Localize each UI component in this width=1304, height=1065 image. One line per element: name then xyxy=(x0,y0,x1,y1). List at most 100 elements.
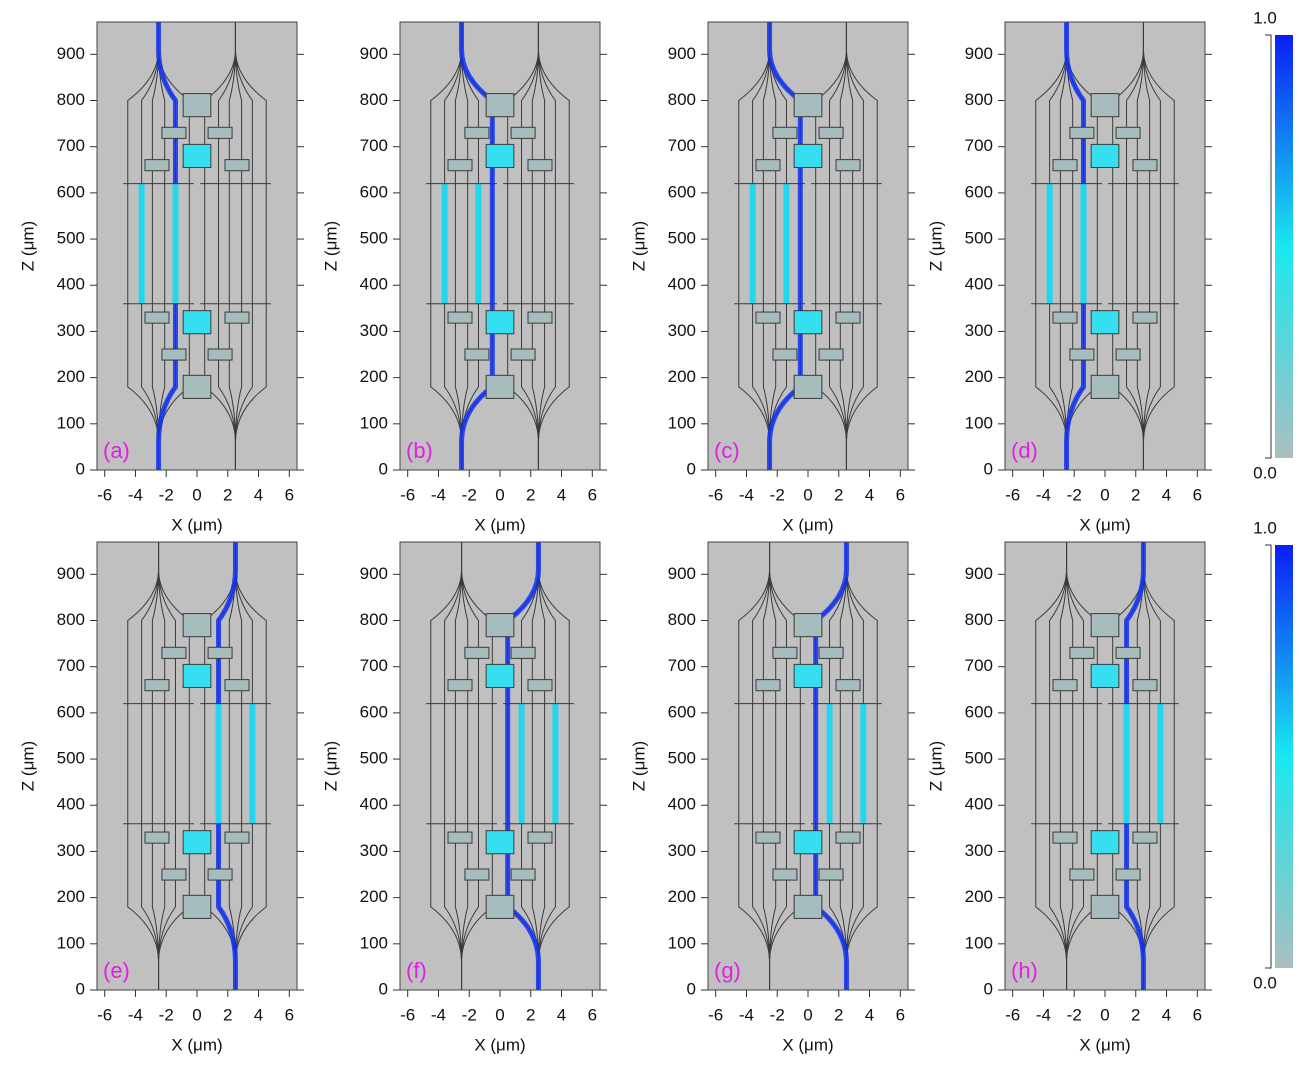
x-tick-label: 2 xyxy=(834,485,843,504)
x-tick-label: 0 xyxy=(192,1005,201,1024)
coupler xyxy=(835,159,861,172)
coupler xyxy=(510,646,536,659)
coupler xyxy=(447,831,473,844)
plot-background xyxy=(1005,542,1205,990)
waveguide-arm xyxy=(521,22,539,470)
field-arm xyxy=(860,703,867,824)
y-axis-label: Z (μm) xyxy=(926,741,945,791)
coupler xyxy=(755,831,781,844)
y-tick-label: 900 xyxy=(360,44,388,63)
coupler xyxy=(818,126,844,139)
y-tick-label: 0 xyxy=(379,979,388,998)
field-arm xyxy=(1157,703,1164,824)
mmi xyxy=(182,143,212,168)
y-tick-label: 600 xyxy=(668,182,696,201)
field-arm xyxy=(138,183,145,304)
waveguide-arm xyxy=(127,542,160,990)
coupler xyxy=(527,831,553,844)
mmi xyxy=(485,143,515,168)
mmi xyxy=(793,894,823,919)
x-tick-label: 0 xyxy=(192,485,201,504)
waveguide-arm xyxy=(430,542,463,990)
y-tick-label: 300 xyxy=(668,321,696,340)
mmi xyxy=(182,894,212,919)
waveguide-arm xyxy=(845,542,878,990)
x-axis-label: X (μm) xyxy=(474,515,525,534)
waveguide-arm xyxy=(444,542,463,990)
x-tick-label: -4 xyxy=(1036,485,1051,504)
coupler xyxy=(144,831,170,844)
colorbar-tick-label: 0.0 xyxy=(1253,973,1277,992)
y-tick-label: 200 xyxy=(57,367,85,386)
y-tick-label: 500 xyxy=(965,229,993,248)
mmi xyxy=(793,93,823,118)
mmi xyxy=(1090,830,1120,855)
y-tick-label: 600 xyxy=(57,702,85,721)
mmi xyxy=(1090,143,1120,168)
x-tick-label: 6 xyxy=(896,1005,905,1024)
coupler xyxy=(1132,159,1158,172)
coupler xyxy=(1069,348,1095,361)
y-tick-label: 900 xyxy=(668,44,696,63)
y-tick-label: 600 xyxy=(965,702,993,721)
field-arm xyxy=(249,703,256,824)
coupler xyxy=(1115,348,1141,361)
y-tick-label: 700 xyxy=(668,656,696,675)
coupler xyxy=(224,159,250,172)
y-tick-label: 900 xyxy=(965,44,993,63)
coupler xyxy=(447,679,473,692)
y-tick-label: 500 xyxy=(57,229,85,248)
mmi xyxy=(485,613,515,638)
y-axis-label: Z (μm) xyxy=(629,221,648,271)
y-tick-label: 200 xyxy=(965,887,993,906)
waveguides xyxy=(1031,22,1179,470)
mmi xyxy=(485,374,515,399)
mmi xyxy=(1090,374,1120,399)
colorbar-bracket xyxy=(1265,544,1272,969)
coupler xyxy=(818,868,844,881)
panel-label: (c) xyxy=(714,438,740,463)
x-tick-label: 6 xyxy=(285,485,294,504)
waveguide-arm xyxy=(1049,542,1068,990)
mmi xyxy=(1090,93,1120,118)
coupler xyxy=(161,868,187,881)
coupler xyxy=(1132,831,1158,844)
coupler xyxy=(755,679,781,692)
field-arm xyxy=(826,703,833,824)
waveguide-arm xyxy=(234,22,253,470)
waveguide-arm xyxy=(461,542,469,990)
waveguide-arm xyxy=(461,542,479,990)
waveguide-arm xyxy=(1035,542,1068,990)
coupler xyxy=(835,311,861,324)
x-tick-label: -6 xyxy=(97,1005,112,1024)
waveguide-arm xyxy=(738,542,771,990)
y-tick-label: 700 xyxy=(57,136,85,155)
waveguide-arm xyxy=(762,542,771,990)
x-tick-label: -4 xyxy=(739,1005,754,1024)
y-tick-label: 0 xyxy=(687,979,696,998)
y-tick-label: 900 xyxy=(57,44,85,63)
x-tick-label: -2 xyxy=(1067,485,1082,504)
coupler xyxy=(144,679,170,692)
y-tick-label: 0 xyxy=(687,459,696,478)
coupler xyxy=(527,679,553,692)
y-tick-label: 800 xyxy=(360,610,388,629)
x-tick-label: 4 xyxy=(865,1005,874,1024)
waveguide-arm xyxy=(845,22,878,470)
y-tick-label: 0 xyxy=(76,979,85,998)
field-arm xyxy=(783,183,790,304)
waveguide-arm xyxy=(430,22,463,470)
mmi xyxy=(793,374,823,399)
x-axis-label: X (μm) xyxy=(782,1035,833,1054)
coupler xyxy=(447,159,473,172)
waveguides xyxy=(734,22,882,470)
field-arm xyxy=(441,183,448,304)
y-tick-label: 900 xyxy=(668,564,696,583)
mmi xyxy=(793,613,823,638)
y-tick-label: 200 xyxy=(668,887,696,906)
x-tick-label: -4 xyxy=(128,1005,143,1024)
y-tick-label: 0 xyxy=(379,459,388,478)
y-tick-label: 300 xyxy=(57,841,85,860)
y-tick-label: 500 xyxy=(668,749,696,768)
y-tick-label: 500 xyxy=(360,749,388,768)
